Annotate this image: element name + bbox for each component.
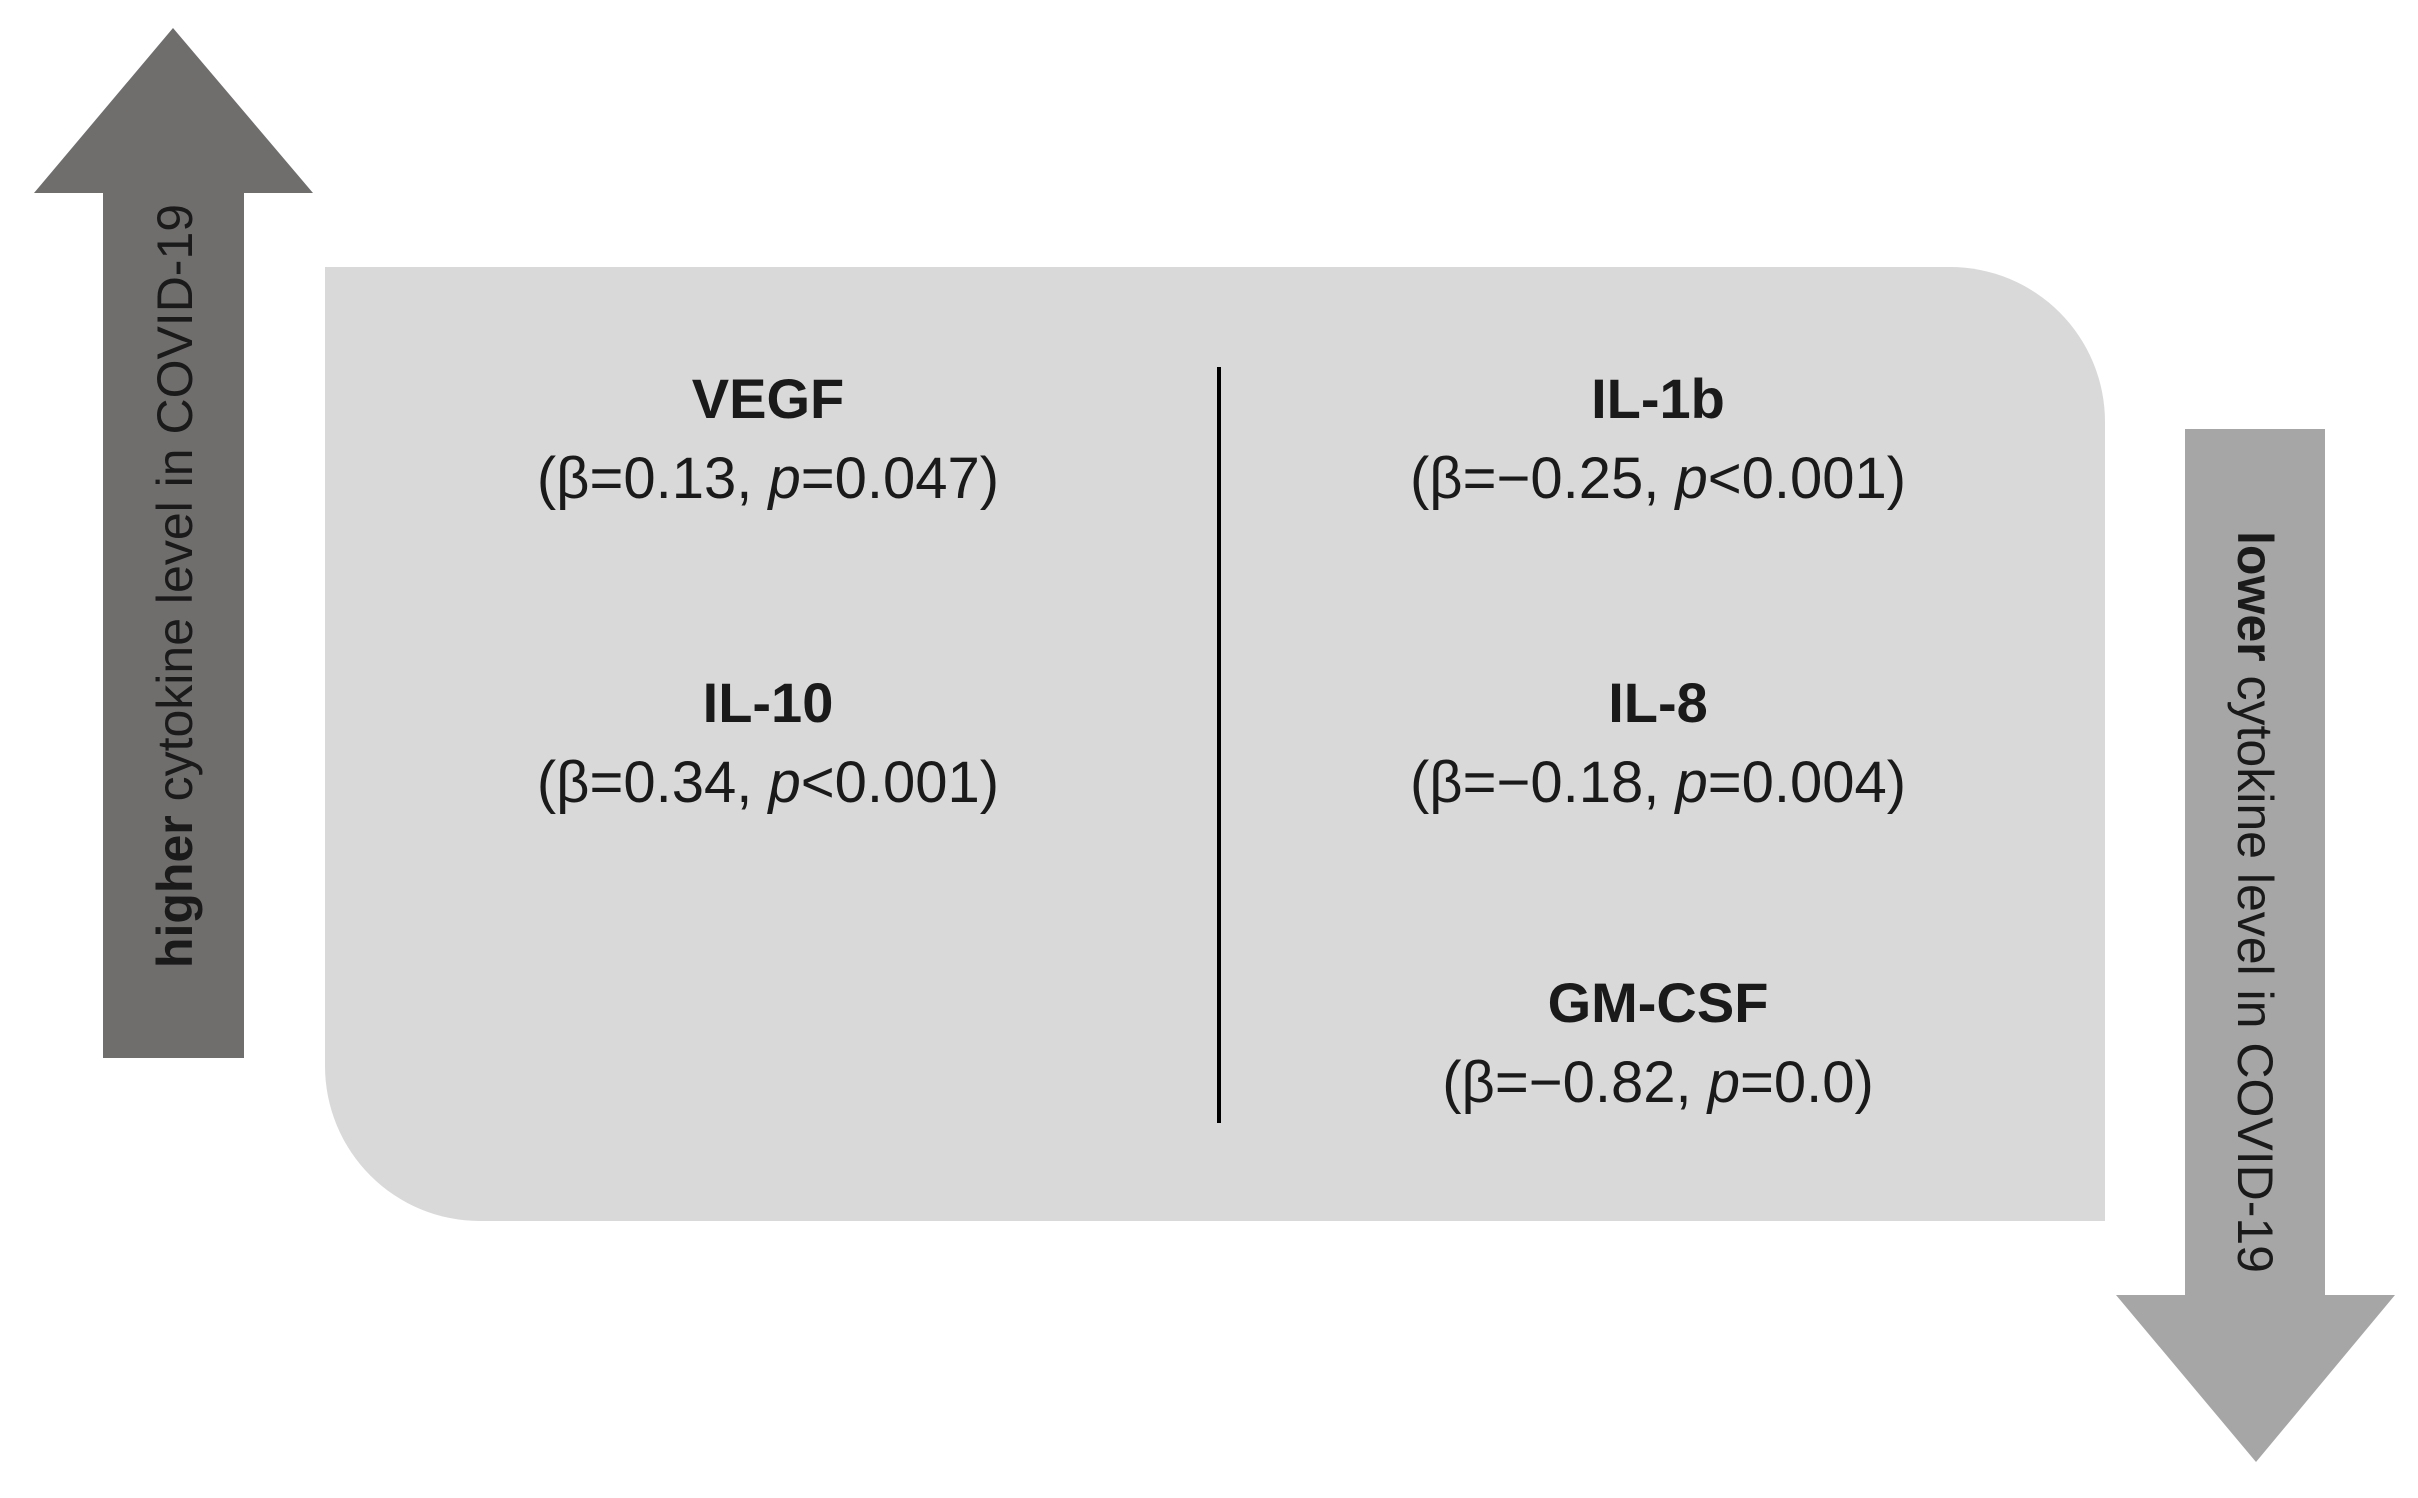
label-rest: cytokine level in COVID-19 — [2227, 662, 2283, 1273]
cytokine-stats: (β=−0.82, p=0.0) — [1442, 1050, 1874, 1115]
stats-italic: p — [1673, 446, 1707, 511]
cytokine-name: IL-1b — [1591, 367, 1725, 430]
stats-before: (β=0.34, — [537, 750, 769, 815]
label-bold: higher — [147, 815, 203, 968]
cytokine-name: VEGF — [692, 367, 844, 430]
stats-after: =0.004) — [1708, 750, 1906, 815]
cytokine-stats: (β=−0.25, p<0.001) — [1410, 446, 1906, 511]
down-arrow — [2116, 429, 2395, 1462]
stats-italic: p — [1706, 1050, 1740, 1115]
cytokine-name: IL-10 — [703, 671, 834, 734]
stats-before: (β=−0.18, — [1410, 750, 1676, 815]
stats-after: =0.0) — [1740, 1050, 1874, 1115]
stats-after: =0.047) — [801, 446, 999, 511]
cytokine-name: IL-8 — [1608, 671, 1708, 734]
cytokine-name: GM-CSF — [1548, 971, 1769, 1034]
stats-italic: p — [1673, 750, 1707, 815]
label-bold: lower — [2227, 531, 2283, 662]
up-arrow — [34, 28, 313, 1058]
stats-after: <0.001) — [1708, 446, 1906, 511]
stats-italic: p — [767, 446, 801, 511]
stats-before: (β=0.13, — [537, 446, 769, 511]
panel — [325, 267, 2105, 1221]
stats-before: (β=−0.25, — [1410, 446, 1676, 511]
stats-before: (β=−0.82, — [1442, 1050, 1708, 1115]
up-arrow-label: higher cytokine level in COVID-19 — [147, 204, 203, 968]
stats-after: <0.001) — [801, 750, 999, 815]
cytokine-stats: (β=0.34, p<0.001) — [537, 750, 999, 815]
down-arrow-label: lower cytokine level in COVID-19 — [2227, 531, 2283, 1273]
cytokine-stats: (β=0.13, p=0.047) — [537, 446, 999, 511]
cytokine-stats: (β=−0.18, p=0.004) — [1410, 750, 1906, 815]
label-rest: cytokine level in COVID-19 — [147, 204, 203, 815]
stats-italic: p — [767, 750, 801, 815]
